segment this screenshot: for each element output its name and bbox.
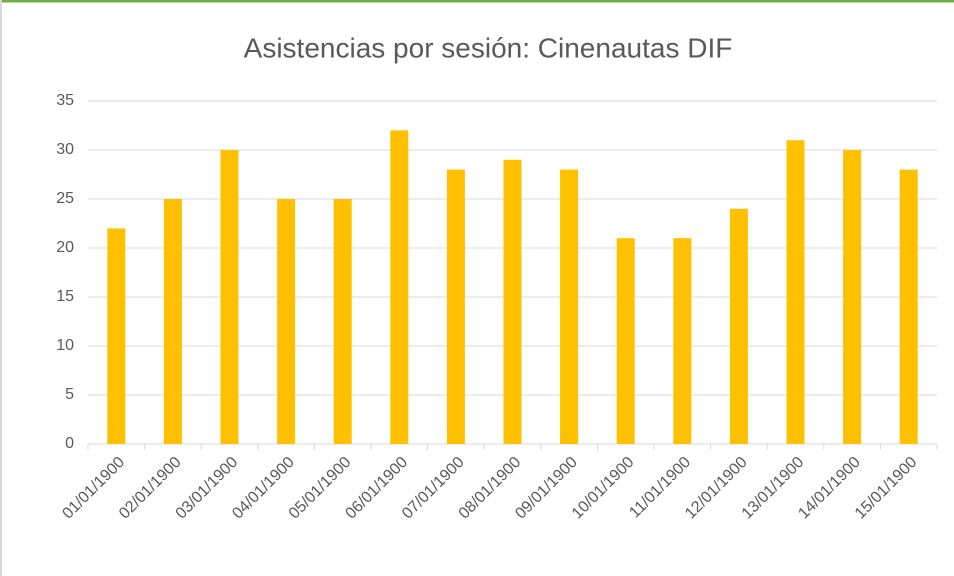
- bar: [446, 169, 465, 444]
- y-tick-label: 30: [56, 141, 74, 158]
- y-tick-label: 20: [56, 239, 74, 256]
- bar: [220, 150, 239, 444]
- bar: [729, 208, 748, 444]
- bar: [843, 150, 862, 444]
- y-tick-label: 0: [65, 435, 74, 452]
- bar: [673, 238, 692, 444]
- bar: [503, 159, 522, 445]
- bar: [390, 130, 409, 444]
- y-tick-label: 5: [65, 386, 74, 403]
- y-tick-label: 35: [56, 92, 74, 109]
- bar: [277, 199, 296, 444]
- chart-title: Asistencias por sesión: Cinenautas DIF: [244, 32, 733, 63]
- y-tick-label: 10: [56, 337, 74, 354]
- y-tick-label: 25: [56, 190, 74, 207]
- bar: [560, 169, 579, 444]
- bar: [616, 238, 635, 444]
- bar: [163, 199, 182, 444]
- y-tick-label: 15: [56, 288, 74, 305]
- bar: [786, 140, 805, 444]
- bar: [107, 228, 126, 444]
- bar: [333, 199, 352, 444]
- bar: [899, 169, 918, 444]
